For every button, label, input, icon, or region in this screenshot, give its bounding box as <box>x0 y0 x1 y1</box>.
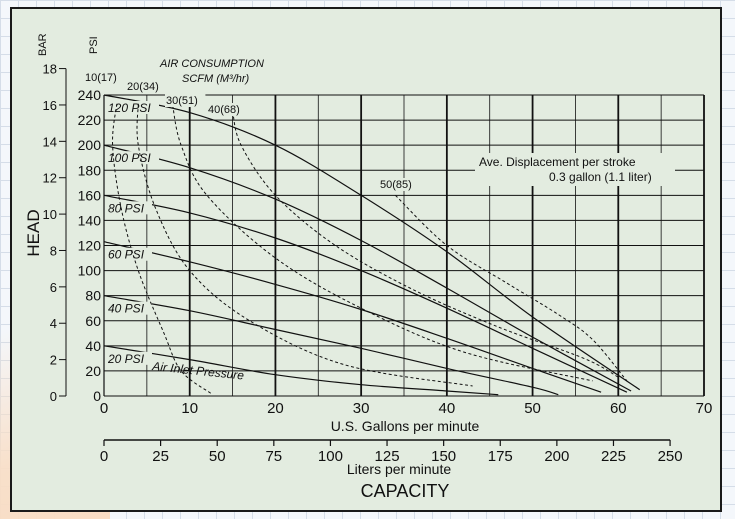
lpm-tick-label: 150 <box>431 448 456 465</box>
psi-axis-title: PSI <box>88 36 100 54</box>
lpm-tick-label: 0 <box>100 448 108 465</box>
air-consumption-label: 30(51) <box>166 95 198 107</box>
pressure-label-bg <box>106 201 152 215</box>
gpm-tick-label: 60 <box>610 400 627 417</box>
psi-tick-label: 80 <box>85 288 101 304</box>
displacement-note-line1: Ave. Displacement per stroke <box>479 155 636 169</box>
pressure-curve <box>103 241 602 393</box>
pressure-label-bg <box>106 247 152 261</box>
air-consumption-curve <box>395 194 628 382</box>
lpm-tick-label: 225 <box>601 448 626 465</box>
psi-tick-label: 40 <box>85 338 101 354</box>
gpm-tick-label: 50 <box>524 400 541 417</box>
lpm-tick-label: 250 <box>658 448 683 465</box>
pressure-curve-label: 60 PSI <box>108 248 145 262</box>
psi-tick-label: 220 <box>78 112 102 128</box>
psi-tick-label: 120 <box>78 238 102 254</box>
gpm-tick-label: 20 <box>267 400 284 417</box>
pressure-label-bg <box>106 301 152 315</box>
pressure-label-bg <box>106 151 159 165</box>
air-label-bg <box>207 103 248 116</box>
pressure-curve-label: 120 PSI <box>108 101 151 115</box>
gpm-tick-label: 30 <box>353 400 370 417</box>
air-label-bg <box>84 71 125 84</box>
bar-tick-label: 2 <box>50 353 57 368</box>
psi-tick-label: 60 <box>85 313 101 329</box>
pressure-curve-label: 20 PSI <box>107 352 145 366</box>
lpm-tick-label: 50 <box>209 448 226 465</box>
bar-tick-label: 12 <box>43 171 57 186</box>
lpm-tick-label: 75 <box>265 448 282 465</box>
pressure-curve <box>103 295 559 396</box>
psi-tick-label: 240 <box>78 87 102 103</box>
bar-tick-label: 18 <box>43 62 57 77</box>
air-consumption-curve <box>136 103 473 387</box>
lpm-tick-label: 200 <box>544 448 569 465</box>
displacement-note-box <box>475 153 675 186</box>
psi-tick-label: 180 <box>78 162 102 178</box>
pressure-curve <box>103 144 632 392</box>
lpm-tick-label: 175 <box>488 448 513 465</box>
lpm-tick-label: 25 <box>152 448 169 465</box>
axis-layer: 0204060801001201401601802002202400246810… <box>43 62 713 465</box>
air-consumption-label: 20(34) <box>127 81 159 93</box>
curve-layer: 120 PSI 100 PSI 80 PSI 60 PSI 40 PSI 20 PSI 10… <box>84 71 641 396</box>
air-consumption-label: 40(68) <box>208 104 240 116</box>
capacity-label: CAPACITY <box>361 481 450 501</box>
gpm-tick-label: 0 <box>100 400 108 417</box>
air-label-bg <box>165 94 206 107</box>
air-label-bg <box>379 178 420 191</box>
lpm-tick-label: 100 <box>318 448 343 465</box>
psi-tick-label: 160 <box>78 187 102 203</box>
bar-tick-label: 0 <box>50 389 57 404</box>
pressure-curve-label: 40 PSI <box>108 302 145 316</box>
lpm-tick-label: 125 <box>375 448 400 465</box>
displacement-note-line2: 0.3 gallon (1.1 liter) <box>549 170 652 184</box>
bar-tick-label: 4 <box>50 316 57 331</box>
bar-tick-label: 8 <box>50 243 57 258</box>
bar-tick-label: 16 <box>43 98 57 113</box>
bar-axis-title: BAR <box>37 33 49 56</box>
air-consumption-curve <box>232 111 619 378</box>
bar-tick-label: 10 <box>43 207 57 222</box>
psi-tick-label: 0 <box>93 388 101 404</box>
air-consumption-units: SCFM (M³/hr) <box>182 73 250 85</box>
pressure-curve-label: 100 PSI <box>108 151 151 165</box>
pressure-curve <box>103 345 499 396</box>
pressure-curve <box>103 194 628 393</box>
psi-tick-label: 20 <box>85 363 101 379</box>
air-consumption-title: AIR CONSUMPTION <box>159 58 264 70</box>
grid-layer <box>104 94 705 397</box>
gpm-tick-label: 10 <box>181 400 198 417</box>
psi-tick-label: 200 <box>78 137 102 153</box>
air-label-bg <box>126 80 167 93</box>
air-consumption-curve <box>172 104 593 382</box>
air-consumption-label: 50(85) <box>380 179 412 191</box>
air-consumption-label: 10(17) <box>85 72 117 84</box>
pressure-curve <box>103 94 641 391</box>
air-inlet-pressure-label: Air Inlet Pressure <box>151 359 245 383</box>
psi-tick-label: 100 <box>78 263 102 279</box>
bar-tick-label: 6 <box>50 280 57 295</box>
psi-tick-label: 140 <box>78 212 102 228</box>
pressure-curve-label: 80 PSI <box>108 201 145 215</box>
x2-axis-label: Liters per minute <box>347 461 451 477</box>
gpm-tick-label: 70 <box>696 400 713 417</box>
pressure-label-bg <box>106 101 159 114</box>
pressure-label-bg <box>106 351 152 365</box>
x-axis-label: U.S. Gallons per minute <box>331 418 480 434</box>
y-axis-label: HEAD <box>24 209 43 256</box>
gpm-tick-label: 40 <box>439 400 456 417</box>
bar-tick-label: 14 <box>43 134 57 149</box>
